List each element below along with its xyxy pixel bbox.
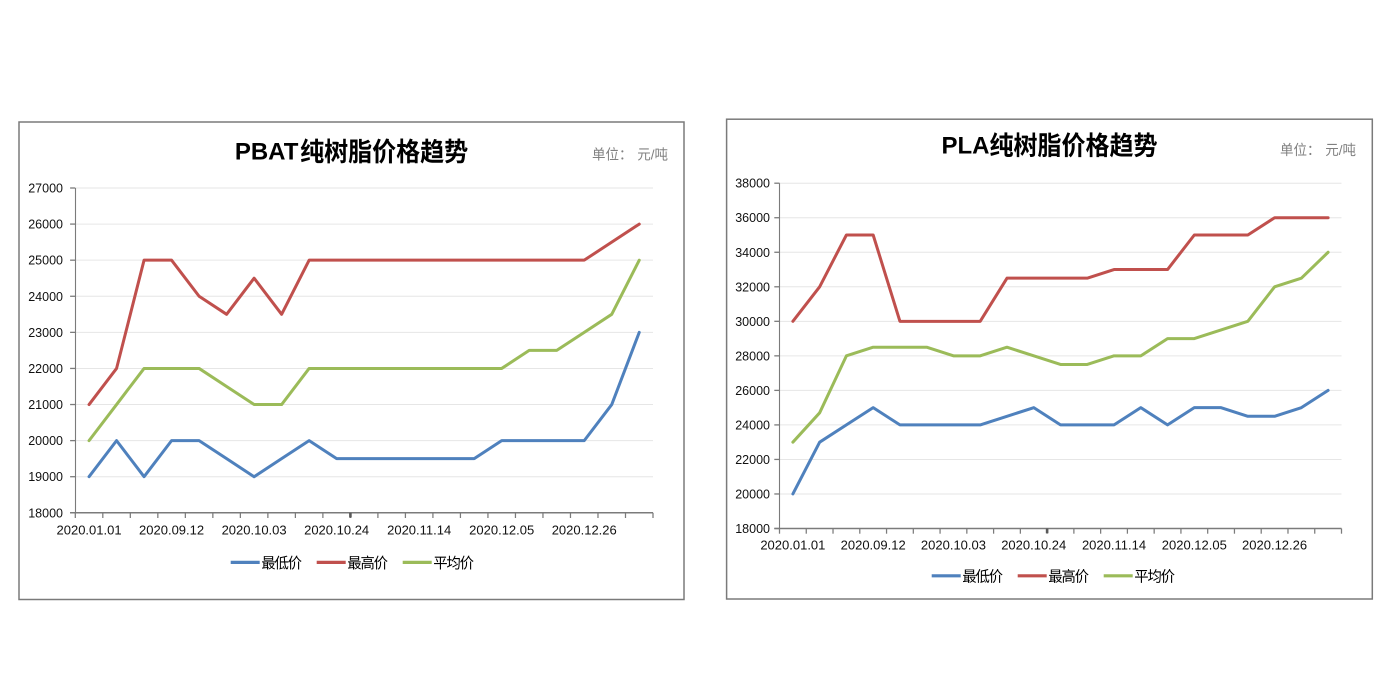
svg-text:18000: 18000 — [735, 522, 770, 536]
svg-text:/: / — [1339, 143, 1343, 158]
svg-text:20000: 20000 — [735, 487, 770, 501]
svg-text:38000: 38000 — [735, 177, 770, 191]
svg-text:19000: 19000 — [28, 470, 63, 484]
svg-text:2020.09.12: 2020.09.12 — [139, 523, 204, 538]
svg-text:28000: 28000 — [735, 349, 770, 363]
svg-text:25000: 25000 — [28, 254, 63, 268]
svg-text:2020.01.01: 2020.01.01 — [57, 523, 122, 538]
svg-text:34000: 34000 — [735, 246, 770, 260]
svg-text:2020.01.01: 2020.01.01 — [760, 538, 825, 553]
svg-text:36000: 36000 — [735, 211, 770, 225]
svg-text:2020.10.03: 2020.10.03 — [921, 538, 986, 553]
svg-text:26000: 26000 — [28, 218, 63, 232]
svg-text:2020.10.03: 2020.10.03 — [222, 523, 287, 538]
svg-text:21000: 21000 — [28, 398, 63, 412]
svg-text:2020.10.24: 2020.10.24 — [304, 523, 369, 538]
svg-text:2020.10.24: 2020.10.24 — [1001, 538, 1066, 553]
svg-text:24000: 24000 — [735, 418, 770, 432]
svg-text:2020.11.14: 2020.11.14 — [387, 523, 451, 538]
svg-text:2020.12.05: 2020.12.05 — [1162, 538, 1227, 553]
svg-text:18000: 18000 — [28, 506, 63, 520]
svg-text:2020.11.14: 2020.11.14 — [1082, 538, 1146, 553]
svg-text:2020.12.05: 2020.12.05 — [469, 523, 534, 538]
svg-text:32000: 32000 — [735, 280, 770, 294]
svg-text:PBAT: PBAT — [235, 139, 299, 166]
svg-text:2020.09.12: 2020.09.12 — [841, 538, 906, 553]
svg-text:PLA: PLA — [942, 132, 990, 159]
svg-text:20000: 20000 — [28, 434, 63, 448]
svg-text:24000: 24000 — [28, 290, 63, 304]
svg-text:2020.12.26: 2020.12.26 — [552, 523, 617, 538]
svg-text:22000: 22000 — [735, 453, 770, 467]
svg-text:22000: 22000 — [28, 362, 63, 376]
svg-text:/: / — [651, 148, 655, 163]
svg-text:30000: 30000 — [735, 315, 770, 329]
svg-text:2020.12.26: 2020.12.26 — [1242, 538, 1307, 553]
svg-text:26000: 26000 — [735, 384, 770, 398]
svg-text:23000: 23000 — [28, 326, 63, 340]
svg-text:27000: 27000 — [28, 182, 63, 196]
